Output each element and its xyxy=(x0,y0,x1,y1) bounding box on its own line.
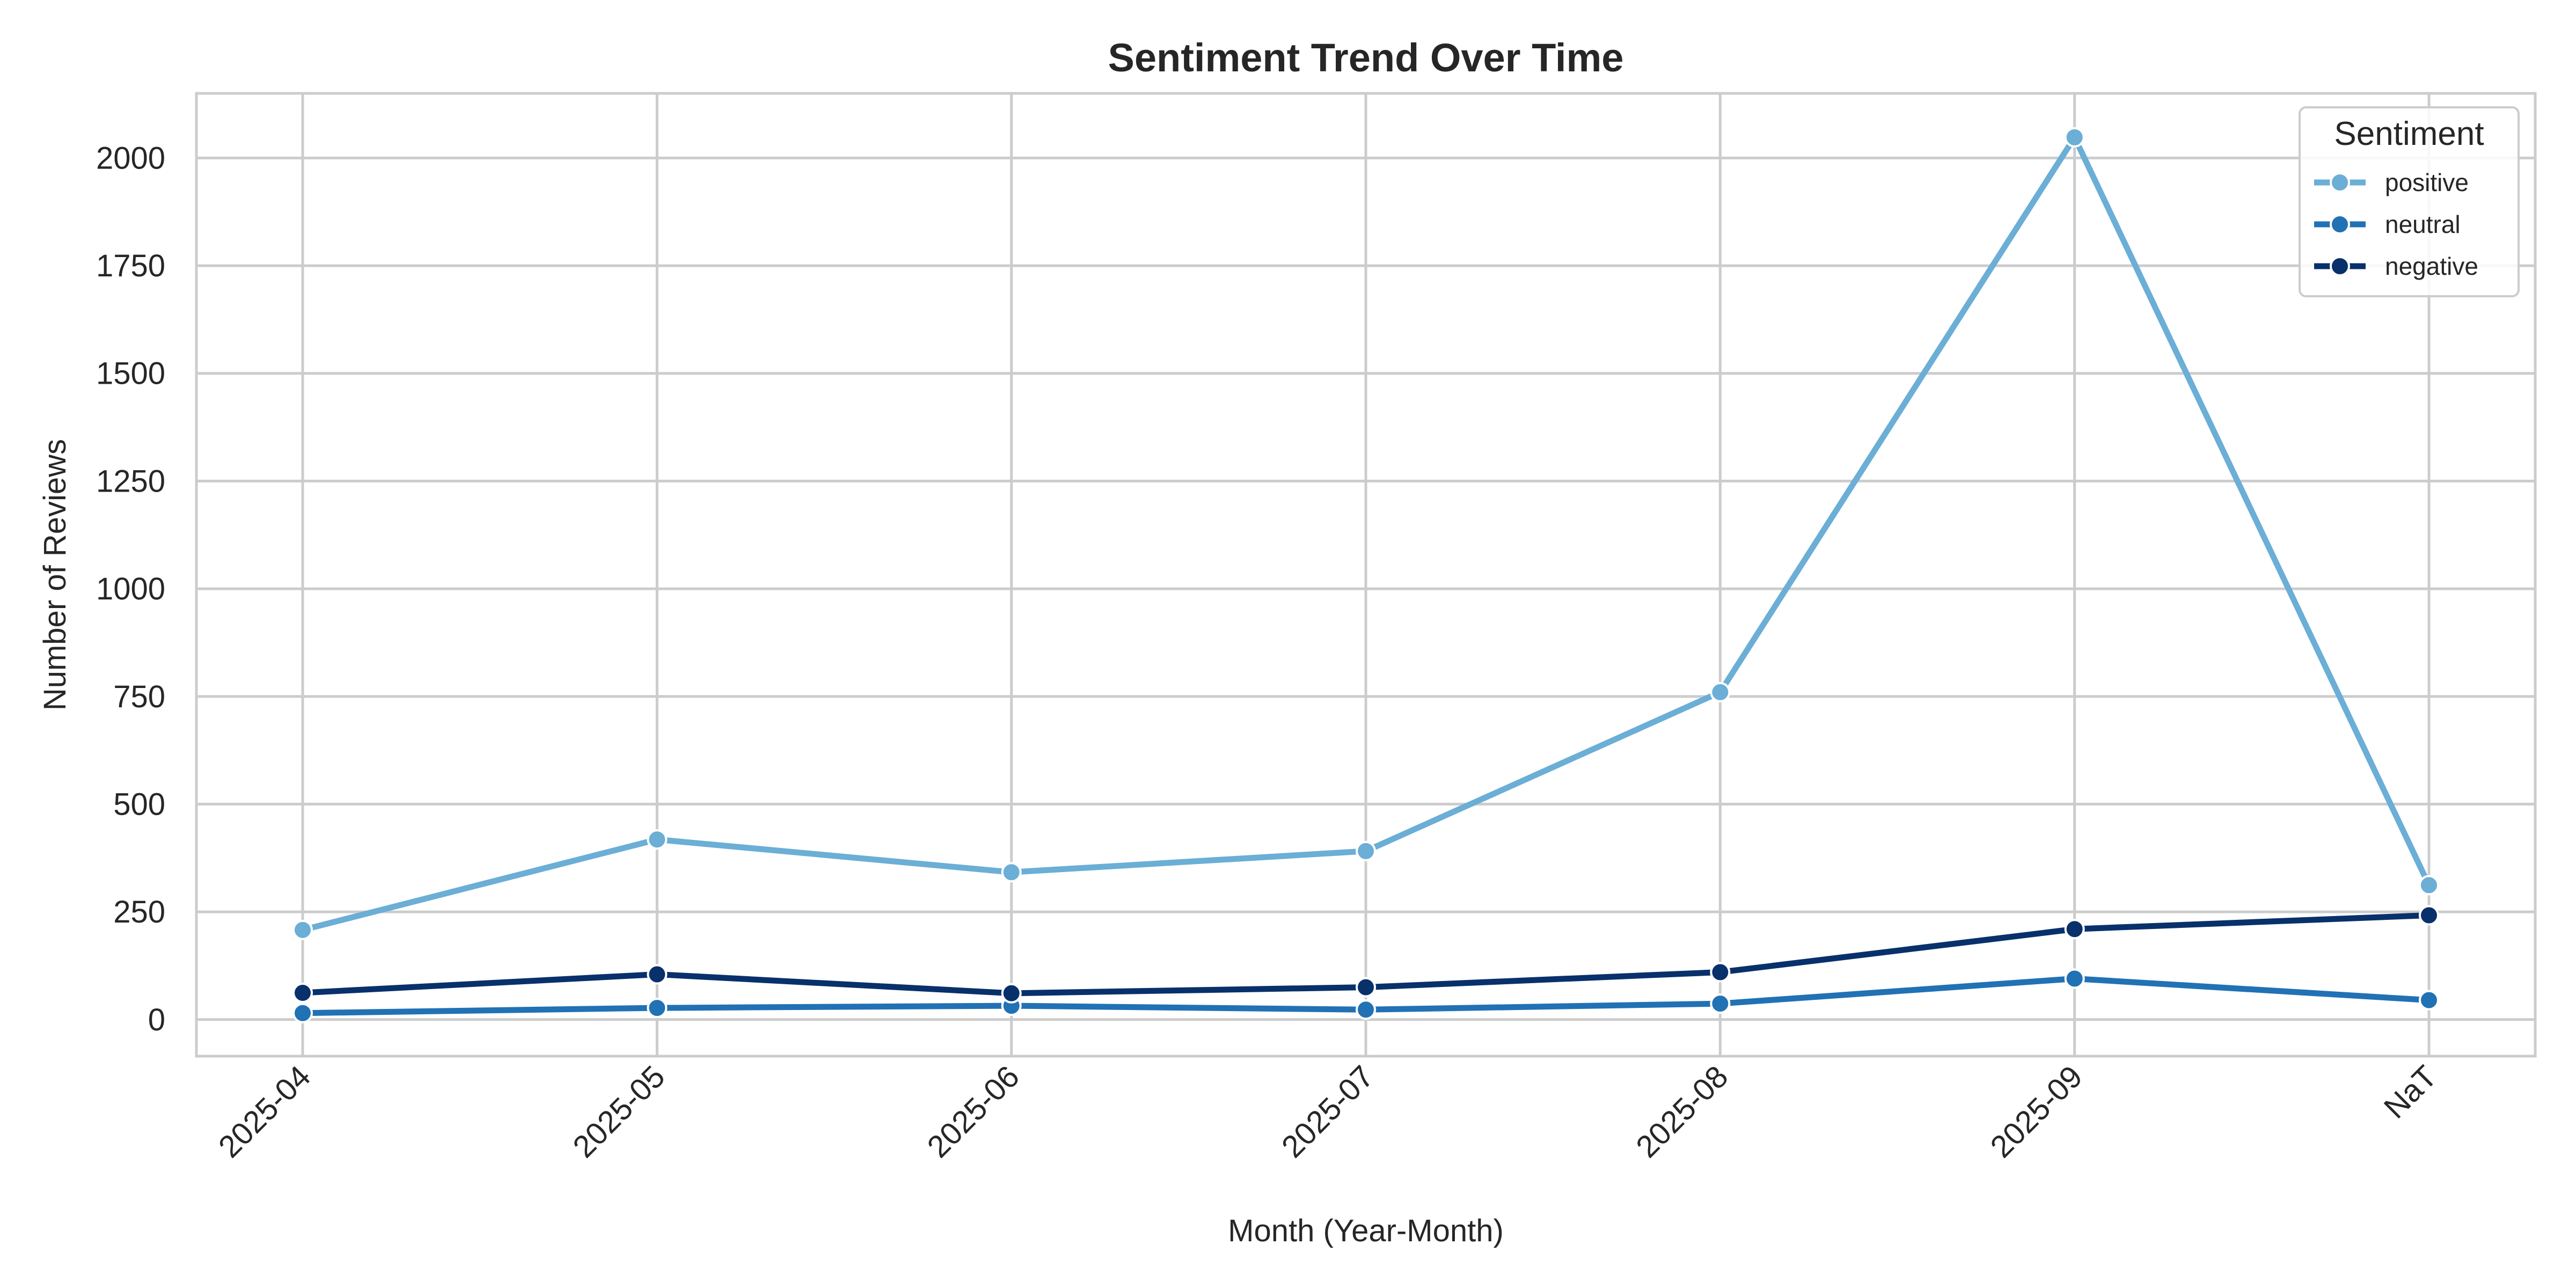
data-point-neutral xyxy=(2419,990,2439,1011)
data-point-neutral xyxy=(292,1002,313,1023)
y-tick-label: 1250 xyxy=(96,464,165,499)
series-layer xyxy=(292,127,2439,1023)
data-point-positive xyxy=(1710,682,1731,702)
legend-label-negative: negative xyxy=(2385,252,2478,280)
data-point-negative xyxy=(292,983,313,1004)
legend-entries: positive neutral negative xyxy=(2314,169,2478,280)
y-tick-label: 1000 xyxy=(96,572,165,606)
data-point-positive xyxy=(2419,875,2439,896)
series-positive xyxy=(292,127,2439,940)
data-point-negative xyxy=(647,964,668,985)
y-axis-label: Number of Reviews xyxy=(38,439,72,711)
y-tick-label: 2000 xyxy=(96,141,165,175)
legend-box xyxy=(2299,106,2520,297)
legend-label-positive: positive xyxy=(2385,169,2469,196)
y-axis-ticks: 0 250 500 750 1000 1250 1500 1750 2000 xyxy=(96,141,165,1037)
data-point-neutral xyxy=(647,998,668,1019)
legend-marker-neutral xyxy=(2330,214,2350,235)
data-point-negative xyxy=(1356,977,1376,998)
data-point-positive xyxy=(647,829,668,850)
data-point-negative xyxy=(2419,905,2439,926)
data-point-neutral xyxy=(1356,999,1376,1020)
data-point-neutral xyxy=(1710,993,1731,1014)
y-tick-label: 750 xyxy=(113,679,165,714)
data-point-positive xyxy=(2064,127,2085,148)
plot-frame xyxy=(195,92,2537,1058)
data-point-negative xyxy=(1001,983,1022,1004)
data-point-neutral xyxy=(2064,968,2085,989)
data-point-positive xyxy=(1356,840,1376,861)
y-tick-label: 0 xyxy=(148,1002,165,1037)
legend-entry-negative: negative xyxy=(2314,252,2478,280)
legend-marker-positive xyxy=(2330,172,2350,193)
y-tick-label: 1500 xyxy=(96,356,165,391)
data-point-negative xyxy=(2064,919,2085,940)
series-negative xyxy=(292,905,2439,1004)
x-axis-label: Month (Year-Month) xyxy=(1228,1213,1504,1248)
y-tick-label: 1750 xyxy=(96,248,165,283)
data-point-positive xyxy=(292,919,313,940)
legend-title: Sentiment xyxy=(2334,115,2484,152)
legend-marker-negative xyxy=(2330,256,2350,276)
legend-entry-positive: positive xyxy=(2314,169,2469,196)
data-point-negative xyxy=(1710,962,1731,983)
legend-label-neutral: neutral xyxy=(2385,210,2461,238)
y-tick-label: 250 xyxy=(113,895,165,930)
grid xyxy=(196,93,2535,1056)
chart-title: Sentiment Trend Over Time xyxy=(1108,35,1624,80)
data-point-positive xyxy=(1001,862,1022,883)
y-tick-label: 500 xyxy=(113,787,165,822)
legend: Sentiment positive neutral negative xyxy=(2299,106,2520,297)
legend-entry-neutral: neutral xyxy=(2314,210,2461,238)
